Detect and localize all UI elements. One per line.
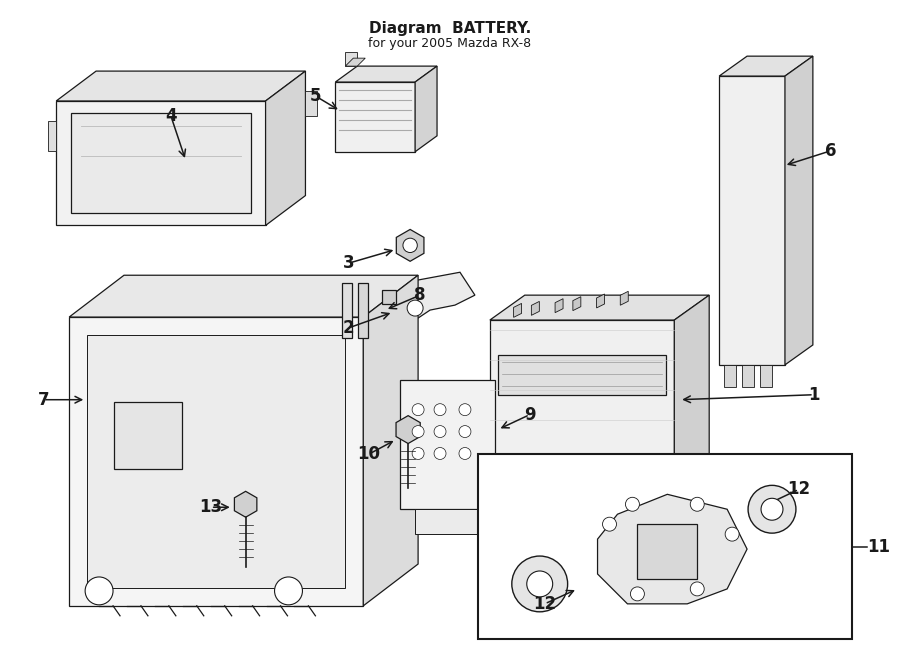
Polygon shape [346, 58, 365, 66]
Text: 4: 4 [165, 107, 176, 125]
Bar [342, 283, 352, 338]
Polygon shape [266, 71, 305, 225]
Bar [637, 524, 698, 579]
Polygon shape [415, 509, 480, 534]
Polygon shape [514, 303, 522, 317]
Polygon shape [531, 301, 539, 315]
Text: 2: 2 [343, 319, 354, 337]
Circle shape [434, 404, 446, 416]
Polygon shape [719, 56, 813, 76]
Circle shape [412, 404, 424, 416]
Polygon shape [396, 416, 420, 444]
Circle shape [725, 527, 739, 541]
Circle shape [459, 404, 471, 416]
Polygon shape [49, 121, 56, 151]
Circle shape [274, 577, 302, 605]
Circle shape [512, 556, 568, 612]
Text: 7: 7 [38, 391, 50, 408]
Polygon shape [674, 295, 709, 489]
Circle shape [459, 426, 471, 438]
Polygon shape [415, 66, 437, 152]
Polygon shape [336, 82, 415, 152]
Text: 12: 12 [788, 481, 811, 498]
Polygon shape [391, 272, 475, 320]
Text: 9: 9 [524, 406, 536, 424]
Polygon shape [597, 294, 605, 308]
Polygon shape [56, 71, 305, 101]
Text: 10: 10 [356, 446, 380, 463]
Polygon shape [69, 275, 418, 317]
Bar [114, 402, 182, 469]
Text: 8: 8 [414, 286, 426, 304]
Polygon shape [490, 295, 709, 320]
Polygon shape [305, 91, 318, 116]
Text: 1: 1 [808, 386, 820, 404]
Circle shape [434, 426, 446, 438]
Polygon shape [400, 380, 495, 509]
Circle shape [761, 498, 783, 520]
Text: Diagram  BATTERY.: Diagram BATTERY. [369, 21, 531, 36]
Circle shape [86, 577, 113, 605]
Polygon shape [555, 299, 563, 313]
Polygon shape [490, 320, 674, 489]
Text: 6: 6 [825, 141, 837, 160]
Polygon shape [724, 365, 736, 387]
Polygon shape [391, 315, 405, 332]
Circle shape [412, 447, 424, 459]
Circle shape [602, 517, 616, 531]
Text: 5: 5 [310, 87, 321, 105]
Text: 13: 13 [199, 498, 222, 516]
Polygon shape [234, 491, 256, 517]
Polygon shape [620, 292, 628, 305]
Polygon shape [760, 365, 772, 387]
Bar [71, 113, 250, 214]
Polygon shape [719, 76, 785, 365]
Bar [382, 290, 396, 304]
Circle shape [630, 587, 644, 601]
Text: 3: 3 [343, 254, 354, 272]
Circle shape [526, 571, 553, 597]
Circle shape [434, 447, 446, 459]
Circle shape [459, 447, 471, 459]
Text: 12: 12 [533, 595, 556, 613]
Polygon shape [573, 297, 580, 311]
Bar [478, 455, 851, 639]
Polygon shape [785, 56, 813, 365]
Polygon shape [56, 101, 266, 225]
Text: 11: 11 [868, 538, 890, 556]
Bar [87, 335, 346, 588]
Polygon shape [336, 66, 437, 82]
Circle shape [748, 485, 796, 533]
Circle shape [412, 426, 424, 438]
Polygon shape [396, 229, 424, 261]
Polygon shape [598, 494, 747, 604]
Circle shape [626, 497, 639, 511]
Text: for your 2005 Mazda RX-8: for your 2005 Mazda RX-8 [368, 37, 532, 50]
Bar [358, 283, 368, 338]
Polygon shape [742, 365, 754, 387]
Circle shape [690, 582, 704, 596]
Polygon shape [364, 275, 418, 606]
Polygon shape [346, 52, 357, 66]
Circle shape [407, 300, 423, 316]
Bar [498, 355, 666, 395]
Circle shape [690, 497, 704, 511]
Polygon shape [69, 317, 364, 606]
Circle shape [403, 238, 418, 253]
